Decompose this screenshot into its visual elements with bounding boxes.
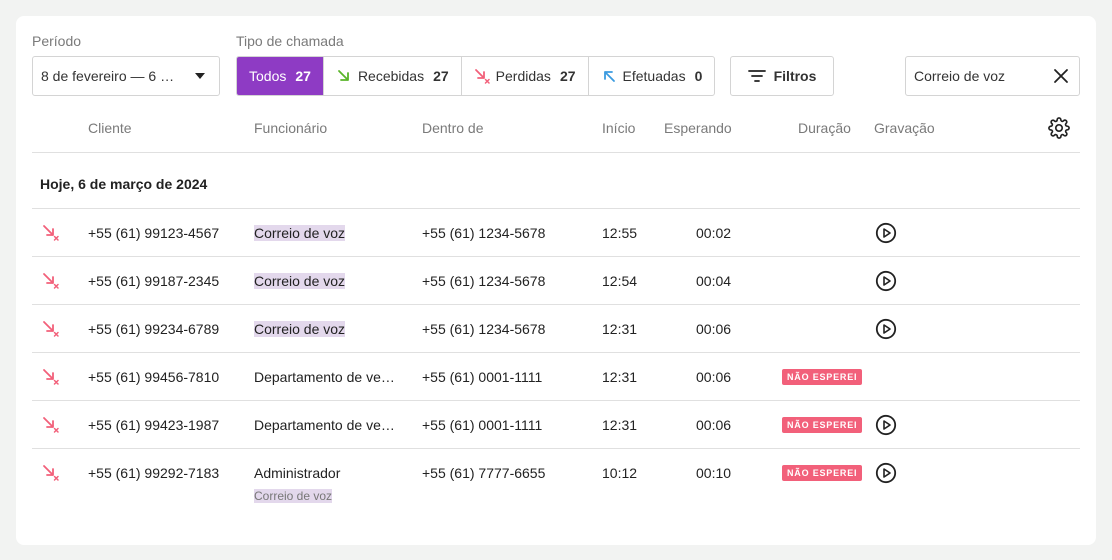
row-divider: [32, 352, 1080, 353]
client-phone[interactable]: +55 (61) 99234-6789: [88, 321, 220, 337]
date-group-title: Hoje, 6 de março de 2024: [40, 176, 208, 192]
call-type-all-count: 27: [295, 68, 311, 84]
table-row[interactable]: +55 (61) 99187-2345 Correio de voz +55 (…: [32, 257, 1080, 305]
call-type-all-label: Todos: [249, 68, 287, 84]
filters-button[interactable]: Filtros: [730, 56, 834, 96]
search-box: [905, 56, 1080, 96]
call-type-missed[interactable]: Perdidas 27: [462, 57, 589, 95]
employee-name: Correio de voz: [254, 321, 346, 337]
filter-icon: [747, 70, 766, 82]
calls-card: Período 8 de fevereiro — 6 de março Tipo…: [16, 16, 1096, 545]
missed-call-icon: [41, 223, 61, 248]
inside-number: +55 (61) 1234-5678: [422, 225, 546, 241]
period-dropdown[interactable]: 8 de fevereiro — 6 de março: [32, 56, 220, 96]
inside-number: +55 (61) 0001-1111: [422, 417, 543, 433]
column-header-employee[interactable]: Funcionário: [254, 120, 328, 136]
client-phone[interactable]: +55 (61) 99187-2345: [88, 273, 220, 289]
start-time: 12:31: [602, 321, 638, 337]
waiting-time: 00:02: [696, 225, 732, 241]
search-input[interactable]: [914, 68, 1053, 84]
not-waited-badge: NÃO ESPEREI: [782, 465, 863, 481]
call-type-outgoing-label: Efetuadas: [622, 68, 686, 84]
call-type-incoming-label: Recebidas: [357, 68, 425, 84]
filters-button-label: Filtros: [773, 68, 817, 84]
header-divider: [32, 152, 1080, 153]
outgoing-call-icon: [601, 68, 617, 84]
period-value: 8 de fevereiro — 6 de março: [41, 68, 181, 84]
employee-name: Departamento de vendas: [254, 417, 402, 433]
table-row[interactable]: +55 (61) 99423-1987 Departamento de vend…: [32, 401, 1080, 449]
waiting-time: 00:04: [696, 273, 732, 289]
employee-name: Correio de voz: [254, 225, 346, 241]
client-phone[interactable]: +55 (61) 99292-7183: [88, 465, 220, 481]
call-type-segmented-control: Todos 27 Recebidas 27 Perdidas 27 Efetua…: [236, 56, 716, 96]
missed-call-icon: [474, 68, 490, 84]
missed-call-icon: [41, 463, 61, 488]
employee-name: Administrador: [254, 465, 341, 481]
waiting-time: 00:06: [696, 417, 732, 433]
table-row[interactable]: +55 (61) 99123-4567 Correio de voz +55 (…: [32, 209, 1080, 257]
client-phone[interactable]: +55 (61) 99423-1987: [88, 417, 220, 433]
incoming-call-icon: [336, 68, 352, 84]
row-divider: [32, 448, 1080, 449]
play-recording-icon[interactable]: [875, 318, 897, 345]
period-label: Período: [32, 33, 82, 49]
call-type-outgoing-count: 0: [694, 68, 703, 84]
play-recording-icon[interactable]: [875, 414, 897, 441]
column-header-duration[interactable]: Duração: [798, 120, 851, 136]
column-header-inside[interactable]: Dentro de: [422, 120, 484, 136]
call-type-incoming-count: 27: [433, 68, 449, 84]
missed-call-icon: [41, 271, 61, 296]
column-header-waiting[interactable]: Esperando: [664, 120, 732, 136]
table-row[interactable]: +55 (61) 99456-7810 Departamento de vend…: [32, 353, 1080, 401]
waiting-time: 00:06: [696, 369, 732, 385]
waiting-time: 00:06: [696, 321, 732, 337]
start-time: 12:55: [602, 225, 638, 241]
start-time: 10:12: [602, 465, 638, 481]
chevron-down-icon: [195, 73, 205, 79]
start-time: 12:31: [602, 369, 638, 385]
call-type-incoming[interactable]: Recebidas 27: [324, 57, 462, 95]
play-recording-icon[interactable]: [875, 270, 897, 297]
inside-number: +55 (61) 1234-5678: [422, 273, 546, 289]
employee-name: Correio de voz: [254, 273, 346, 289]
employee-name: Departamento de vendas: [254, 369, 402, 385]
inside-number: +55 (61) 0001-1111: [422, 369, 543, 385]
missed-call-icon: [41, 367, 61, 392]
client-phone[interactable]: +55 (61) 99123-4567: [88, 225, 220, 241]
missed-call-icon: [41, 415, 61, 440]
employee-forward-tag: Correio de voz: [254, 489, 333, 503]
row-divider: [32, 304, 1080, 305]
gear-icon[interactable]: [1048, 117, 1070, 144]
column-header-recording[interactable]: Gravação: [874, 120, 935, 136]
start-time: 12:31: [602, 417, 638, 433]
waiting-time: 00:10: [696, 465, 732, 481]
call-type-missed-label: Perdidas: [495, 68, 551, 84]
call-type-all[interactable]: Todos 27: [237, 57, 324, 95]
row-divider: [32, 400, 1080, 401]
start-time: 12:54: [602, 273, 638, 289]
table-row[interactable]: +55 (61) 99292-7183 Administrador Correi…: [32, 449, 1080, 513]
column-header-start[interactable]: Início: [602, 120, 636, 136]
play-recording-icon[interactable]: [875, 222, 897, 249]
inside-number: +55 (61) 7777-6655: [422, 465, 546, 481]
not-waited-badge: NÃO ESPEREI: [782, 417, 863, 433]
row-divider: [32, 256, 1080, 257]
not-waited-badge: NÃO ESPEREI: [782, 369, 863, 385]
group-divider: [32, 208, 1080, 209]
inside-number: +55 (61) 1234-5678: [422, 321, 546, 337]
table-row[interactable]: +55 (61) 99234-6789 Correio de voz +55 (…: [32, 305, 1080, 353]
play-recording-icon[interactable]: [875, 462, 897, 489]
client-phone[interactable]: +55 (61) 99456-7810: [88, 369, 220, 385]
clear-search-icon[interactable]: [1053, 68, 1069, 84]
column-header-client[interactable]: Cliente: [88, 120, 132, 136]
call-type-label: Tipo de chamada: [236, 33, 344, 49]
call-type-missed-count: 27: [559, 68, 576, 84]
missed-call-icon: [41, 319, 61, 344]
call-type-outgoing[interactable]: Efetuadas 0: [589, 57, 715, 95]
